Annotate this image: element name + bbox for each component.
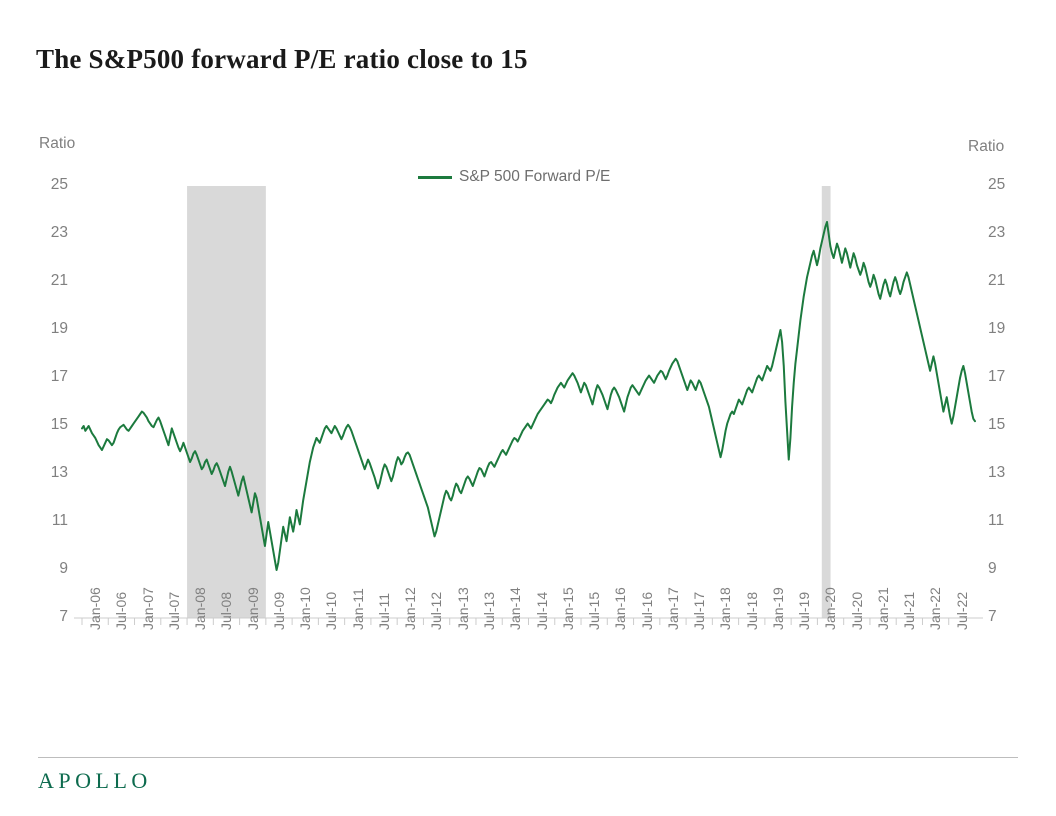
x-axis-tick-label: Jan-09: [244, 587, 261, 630]
y-axis-tick-label: 19: [50, 320, 68, 337]
legend-label: S&P 500 Forward P/E: [459, 168, 611, 185]
y-axis-tick-label: 15: [988, 416, 1006, 433]
x-axis-tick-label: Jul-22: [953, 591, 970, 630]
y-axis-tick-label: 23: [988, 224, 1006, 241]
x-axis-tick-label: Jul-06: [113, 591, 130, 630]
y-axis-tick-label: 13: [988, 464, 1006, 481]
x-axis-tick-label: Jan-06: [87, 587, 103, 630]
y-axis-tick-label: 15: [50, 416, 68, 433]
x-axis-tick-label: Jul-12: [428, 591, 445, 630]
x-axis-tick-label: Jul-17: [691, 591, 708, 630]
x-axis-tick-label: Jan-11: [349, 588, 366, 630]
y-axis-tick-label: 17: [50, 368, 68, 385]
x-axis-tick-label: Jul-13: [480, 591, 497, 630]
x-axis-tick-label: Jan-15: [559, 587, 576, 630]
y-axis-tick-label: 19: [988, 320, 1006, 337]
y-axis-tick-label: 23: [50, 224, 68, 241]
x-axis-tick-label: Jul-18: [743, 591, 760, 630]
left-axis-unit-label: Ratio: [39, 135, 76, 152]
x-axis-tick-label: Jul-07: [165, 591, 182, 630]
footer-divider: [38, 757, 1018, 758]
page-title: The S&P500 forward P/E ratio close to 15: [36, 44, 528, 74]
y-axis-tick-label: 9: [988, 560, 997, 577]
right-axis-unit-label: Ratio: [968, 138, 1005, 155]
y-axis-tick-label: 11: [51, 512, 68, 529]
x-axis-tick-label: Jul-21: [901, 591, 918, 630]
x-axis-tick-label: Jan-10: [297, 587, 314, 630]
y-axis-tick-label: 13: [50, 464, 68, 481]
x-axis-tick-label: Jul-20: [848, 591, 865, 630]
y-axis-tick-label: 25: [50, 176, 68, 193]
x-axis-tick-label: Jan-20: [822, 587, 839, 630]
x-axis-tick-label: Jul-16: [638, 591, 655, 630]
x-axis-tick-label: Jan-12: [402, 587, 419, 630]
y-axis-tick-label: 11: [988, 512, 1005, 529]
y-axis-tick-label: 21: [988, 272, 1006, 289]
y-axis-tick-label: 7: [59, 608, 68, 625]
x-axis-tick-label: Jan-16: [612, 587, 629, 630]
x-axis-tick-label: Jan-18: [717, 587, 734, 630]
y-axis-tick-label: 9: [59, 560, 68, 577]
x-axis-tick-label: Jul-08: [218, 591, 235, 630]
data-line-sp500-forward-pe: [81, 221, 976, 571]
x-axis-tick-label: Jan-08: [192, 587, 209, 630]
x-axis-tick-label: Jan-14: [507, 587, 524, 630]
recession-band: [187, 186, 266, 618]
apollo-logo: APOLLO: [38, 768, 152, 793]
x-axis-tick-label: Jul-14: [533, 591, 550, 630]
chart-legend: S&P 500 Forward P/E: [418, 168, 610, 186]
x-axis-tick-label: Jul-09: [270, 591, 287, 630]
x-axis-tick-label: Jul-15: [586, 591, 603, 630]
legend-line-swatch: [418, 175, 452, 179]
x-axis-tick-label: Jan-07: [139, 587, 156, 630]
x-axis-tick-label: Jul-10: [323, 591, 340, 630]
x-axis-tick-label: Jan-19: [769, 587, 786, 630]
x-axis-tick-label: Jan-13: [454, 587, 471, 630]
y-axis-tick-label: 7: [988, 608, 997, 625]
x-axis-tick-label: Jul-19: [796, 591, 813, 630]
y-axis-tick-label: 21: [50, 272, 68, 289]
recession-band: [821, 186, 831, 618]
x-axis-tick-label: Jan-21: [874, 587, 891, 630]
x-axis-tick-label: Jan-17: [664, 587, 681, 630]
y-axis-tick-label: 17: [988, 368, 1006, 385]
y-axis-tick-label: 25: [988, 176, 1006, 193]
x-axis-tick-label: Jan-22: [927, 587, 944, 630]
x-axis-tick-label: Jul-11: [375, 592, 392, 630]
